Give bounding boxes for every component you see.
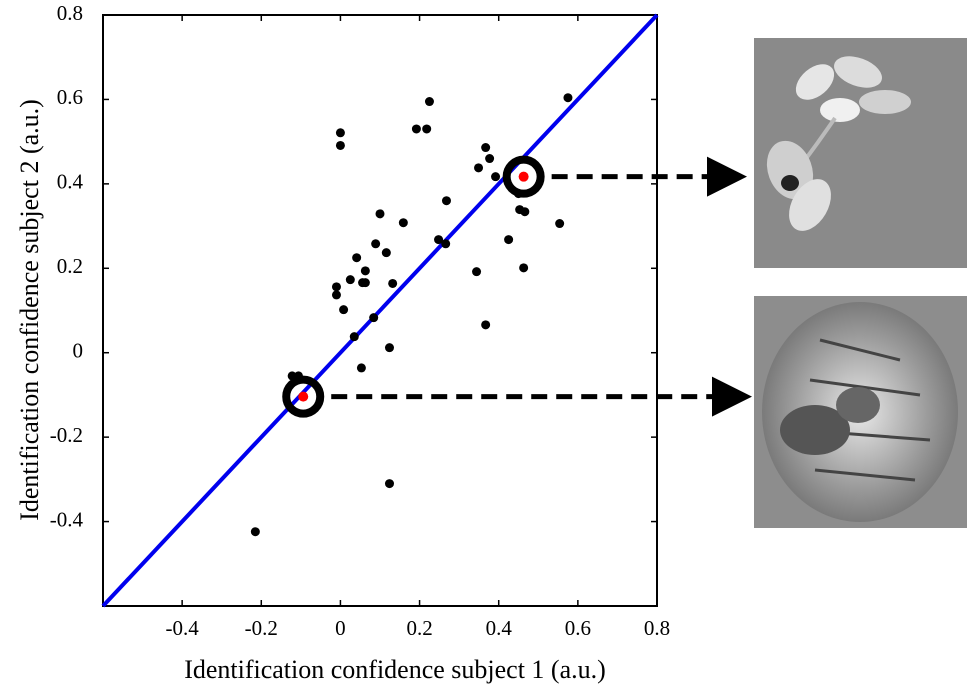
y-tick-label: 0.4 xyxy=(57,170,84,194)
point xyxy=(491,172,501,182)
y-tick-label: 0.2 xyxy=(57,254,83,278)
point xyxy=(411,124,421,134)
x-axis-title: Identification confidence subject 1 (a.u… xyxy=(184,655,606,684)
point xyxy=(345,275,355,285)
point xyxy=(369,313,379,323)
point xyxy=(504,235,514,245)
point xyxy=(441,196,451,206)
point xyxy=(422,124,432,134)
point xyxy=(474,163,484,173)
point xyxy=(519,263,529,273)
point xyxy=(481,143,491,153)
y-axis-title: Identification confidence subject 2 (a.u… xyxy=(15,99,44,521)
highlight-ring xyxy=(502,155,545,198)
highlight-ring xyxy=(282,375,325,418)
point xyxy=(339,305,349,315)
point xyxy=(335,128,345,138)
point xyxy=(434,235,444,245)
x-tick-label: 0.2 xyxy=(406,616,432,640)
point xyxy=(518,171,529,182)
y-tick-label: -0.4 xyxy=(50,507,84,531)
point xyxy=(424,97,434,107)
point xyxy=(250,527,260,537)
image-cat xyxy=(754,296,967,528)
plot-frame xyxy=(102,14,658,607)
point xyxy=(520,207,530,217)
point xyxy=(349,332,359,342)
image-flower xyxy=(754,38,967,268)
point xyxy=(563,93,573,103)
point xyxy=(384,343,394,353)
y-tick-label: 0 xyxy=(73,339,84,363)
y-tick-label: 0.6 xyxy=(57,85,83,109)
point xyxy=(441,239,451,249)
y-tick-label: -0.2 xyxy=(50,423,83,447)
point xyxy=(360,266,370,276)
point xyxy=(375,209,385,219)
point xyxy=(381,248,391,258)
point xyxy=(371,239,381,249)
point xyxy=(331,290,341,300)
point xyxy=(356,363,366,373)
point xyxy=(335,140,345,150)
x-tick-label: -0.2 xyxy=(245,616,278,640)
point xyxy=(472,267,482,277)
x-tick-label: -0.4 xyxy=(166,616,200,640)
point xyxy=(388,278,398,288)
identity-line xyxy=(101,13,659,608)
point xyxy=(555,219,565,229)
point xyxy=(298,391,309,402)
x-tick-label: 0.4 xyxy=(486,616,513,640)
point xyxy=(384,479,394,489)
point xyxy=(331,282,341,292)
point xyxy=(481,320,491,330)
point xyxy=(485,154,495,164)
point xyxy=(352,253,362,263)
x-tick-label: 0 xyxy=(335,616,346,640)
x-tick-label: 0.6 xyxy=(565,616,591,640)
point xyxy=(398,218,408,228)
x-tick-label: 0.8 xyxy=(644,616,670,640)
y-tick-label: 0.8 xyxy=(57,1,83,25)
point xyxy=(360,278,370,288)
